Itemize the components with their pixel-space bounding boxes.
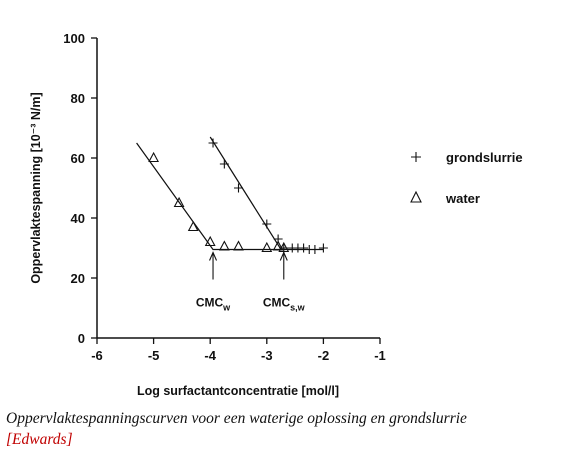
data-point-water	[204, 235, 216, 247]
x-tick-label: -3	[261, 348, 273, 363]
data-point-grondslurrie	[299, 243, 309, 253]
data-point-grondslurrie	[310, 245, 320, 254]
cmc-annotations: CMCw CMCs,w	[196, 251, 306, 313]
data-point-water	[233, 240, 244, 251]
cmc-label: CMCw	[196, 296, 231, 313]
x-tick-label: -1	[374, 348, 386, 363]
caption-text: Oppervlaktespanningscurven voor een wate…	[6, 410, 467, 427]
y-axis-title: Oppervlaktespanning [10⁻³ N/m]	[29, 92, 43, 283]
legend-item-water: water	[410, 190, 480, 206]
cmc-label-main: CMC	[263, 296, 291, 310]
y-tick-label: 80	[71, 91, 85, 106]
cmc-label-sub: w	[222, 303, 231, 313]
data-point-water	[261, 241, 273, 253]
caption-ref-open: [	[6, 431, 13, 448]
chart-figure: -6 -5 -4 -3 -2 -1 0 20 40 60 80 100 Log surfactant…	[29, 31, 523, 398]
data-point-water	[272, 240, 284, 251]
data-markers	[148, 138, 328, 254]
x-tick-label: -4	[204, 348, 216, 363]
data-point-grondslurrie	[234, 183, 243, 193]
plot-frame	[96, 38, 380, 339]
y-tick-label: 100	[63, 31, 85, 46]
data-point-water	[148, 151, 160, 163]
x-axis-title: Log surfactantconcentratie [mol/l]	[137, 384, 339, 398]
caption-ref-close: ]	[66, 431, 73, 448]
cmc-label: CMCs,w	[263, 296, 306, 313]
legend-label-grondslurrie: grondslurrie	[446, 150, 523, 165]
x-ticks: -6 -5 -4 -3 -2 -1	[91, 338, 386, 363]
data-point-grondslurrie	[318, 243, 328, 253]
cmc-label-main: CMC	[196, 296, 224, 310]
y-tick-label: 40	[71, 211, 85, 226]
cmc-label-sub: s,w	[290, 303, 306, 313]
data-point-water	[187, 220, 199, 232]
fit-line-water	[136, 142, 281, 251]
data-point-water	[173, 196, 185, 208]
legend-label-water: water	[445, 191, 480, 206]
x-tick-label: -6	[91, 348, 103, 363]
y-tick-label: 20	[71, 271, 85, 286]
cmc-arrow-head	[209, 251, 218, 261]
x-tick-label: -5	[148, 348, 160, 363]
fit-lines	[136, 136, 324, 251]
legend-plus-marker	[411, 152, 421, 162]
legend-triangle-marker	[410, 190, 422, 203]
data-point-grondslurrie	[262, 219, 272, 229]
legend-item-grondslurrie: grondslurrie	[411, 150, 523, 165]
x-tick-label: -2	[318, 348, 330, 363]
y-tick-label: 0	[78, 331, 85, 346]
data-point-grondslurrie	[219, 159, 229, 169]
cmc-arrow-head	[279, 251, 288, 261]
fit-line-grondslurrie	[209, 136, 324, 251]
legend: grondslurrie water	[410, 150, 523, 206]
caption-reference-link[interactable]: Edwards	[12, 431, 67, 448]
data-point-grondslurrie	[208, 138, 218, 148]
y-ticks: 0 20 40 60 80 100	[63, 31, 97, 346]
data-point-water	[218, 240, 230, 251]
figure-caption: Oppervlaktespanningscurven voor een wate…	[6, 408, 580, 450]
y-tick-label: 60	[71, 151, 85, 166]
